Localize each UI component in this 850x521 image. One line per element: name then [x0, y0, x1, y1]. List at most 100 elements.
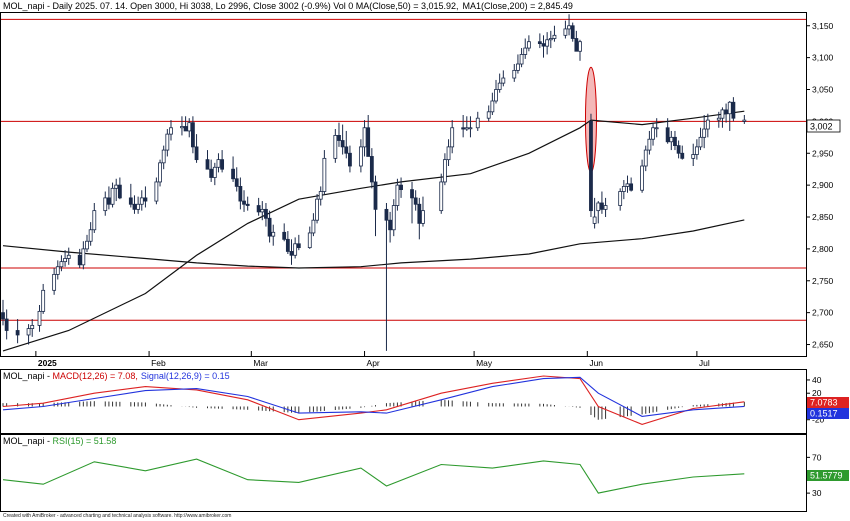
candle: [629, 177, 634, 192]
candle: [596, 201, 601, 224]
candle: [486, 105, 491, 122]
candle-body-down: [238, 186, 243, 202]
candle: [4, 309, 9, 340]
ma50-label: MA(Close,50) = 3,015.92,: [356, 1, 459, 11]
candle: [464, 116, 469, 131]
candle-body-up: [26, 328, 31, 336]
candle-body-down: [242, 200, 246, 205]
candle-body-down: [282, 231, 287, 240]
macd-layer: 40200-20: [2, 375, 825, 425]
candle: [107, 186, 111, 210]
candle: [724, 103, 728, 123]
ma200-label: MA1(Close,200) = 2,845.49: [463, 1, 573, 11]
candle-body-down: [413, 197, 418, 205]
candle: [169, 120, 173, 141]
candle: [209, 159, 214, 182]
candle-body-up: [592, 216, 597, 224]
candle-body-up: [640, 165, 644, 191]
candle: [450, 120, 455, 154]
candle-body-down: [665, 127, 670, 143]
candle-body-down: [384, 208, 389, 221]
candle-body-up: [618, 191, 623, 206]
candle-body-down: [285, 238, 290, 252]
x-axis-label: May: [476, 358, 493, 368]
macd-y-tick-label: 20: [812, 388, 822, 398]
macd-value-label: 7.0783: [810, 398, 838, 408]
candle: [494, 79, 498, 104]
candle: [315, 194, 319, 224]
candle-body-up: [545, 39, 550, 47]
rsi-layer: 70 30: [2, 452, 822, 498]
candle: [705, 113, 710, 138]
candle: [128, 183, 133, 208]
candle-body-down: [209, 168, 214, 178]
candle: [143, 186, 148, 208]
candle: [318, 186, 323, 206]
candle-body-down: [337, 135, 341, 141]
candle-body-down: [220, 159, 225, 170]
candle-body-down: [570, 25, 575, 39]
candle: [322, 150, 327, 195]
candle-body-down: [205, 159, 210, 170]
candle-body-up: [307, 232, 312, 249]
candle-body-up: [169, 127, 173, 135]
candle: [621, 180, 626, 200]
candle: [391, 199, 396, 237]
candle-body-down: [600, 202, 604, 210]
signal-line: [2, 376, 745, 417]
candle-body-down: [4, 318, 9, 331]
signal-value-label: 0.1517: [810, 409, 838, 419]
candle: [516, 54, 520, 74]
candle: [88, 222, 93, 246]
candle-body-up: [442, 159, 447, 183]
candle-body-up: [311, 219, 316, 234]
candle-body-up: [563, 28, 568, 36]
candle-body-up: [647, 138, 652, 151]
candle-body-up: [475, 117, 480, 129]
macd-value-badge: 7.0783: [807, 397, 849, 408]
candle: [260, 201, 265, 221]
candle: [293, 237, 298, 259]
macd-line: [2, 375, 745, 425]
price-y-tick-label: 2,700: [812, 308, 834, 318]
candle-body-up: [81, 248, 86, 266]
candle: [191, 116, 195, 154]
candle: [731, 97, 736, 122]
candle: [337, 122, 341, 147]
candle-body-down: [348, 152, 352, 167]
rsi-value-label: 51.5779: [810, 471, 843, 481]
candle-body-up: [293, 243, 298, 256]
candle: [526, 35, 531, 52]
x-axis-label: Mar: [253, 358, 268, 368]
candle-body-down: [256, 205, 261, 213]
candle: [552, 25, 557, 42]
candle: [220, 150, 225, 173]
candle-body-up: [88, 229, 93, 242]
rsi-title-prefix: MOL_napi -: [3, 436, 53, 446]
price-title-prefix: MOL_napi - Daily 2025. 07. 14. Open 3000…: [3, 1, 356, 11]
candle: [651, 122, 655, 146]
candle-body-up: [625, 183, 630, 187]
candle: [523, 38, 528, 59]
candle-body-up: [187, 122, 192, 132]
footer-credit: Created with AmiBroker - advanced charti…: [3, 513, 232, 519]
candle-body-down: [231, 168, 235, 180]
candle-body-down: [724, 109, 728, 115]
candle-body-down: [388, 219, 393, 231]
candle: [669, 130, 674, 151]
macd-label: MACD(12,26) = 7.08,: [53, 371, 138, 381]
candle: [59, 255, 64, 272]
price-y-tick-label: 3,050: [812, 85, 834, 95]
candle: [165, 129, 170, 157]
candle-body-up: [391, 205, 396, 231]
candle-body-up: [497, 82, 502, 90]
candle: [548, 30, 553, 49]
x-axis-label: 2025: [38, 358, 57, 368]
candle: [117, 177, 122, 200]
candle-body-up: [596, 202, 601, 212]
candle-body-up: [41, 289, 46, 312]
candle-body-up: [578, 41, 582, 52]
candle-body-up: [158, 162, 162, 183]
candle: [720, 107, 725, 128]
candle: [15, 319, 20, 344]
